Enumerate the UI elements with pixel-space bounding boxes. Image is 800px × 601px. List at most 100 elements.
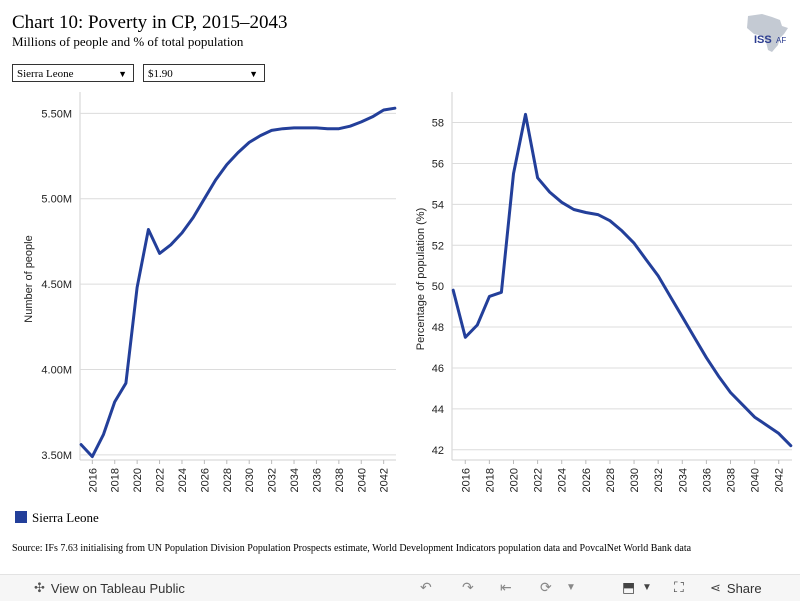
legend[interactable]: Sierra Leone <box>15 510 99 526</box>
chevron-down-icon[interactable]: ▼ <box>566 582 576 593</box>
data-point[interactable] <box>547 189 553 195</box>
chevron-down-icon[interactable]: ▼ <box>642 582 652 593</box>
x-tick-label: 2020 <box>132 468 144 492</box>
x-tick-label: 2018 <box>110 468 122 492</box>
data-point[interactable] <box>764 422 770 428</box>
data-point[interactable] <box>703 355 709 361</box>
data-point[interactable] <box>190 215 196 221</box>
data-point[interactable] <box>381 107 387 113</box>
data-point[interactable] <box>347 123 353 129</box>
x-tick-label: 2016 <box>460 468 472 492</box>
x-tick-label: 2024 <box>557 468 569 492</box>
data-point[interactable] <box>257 133 263 139</box>
data-point[interactable] <box>559 199 565 205</box>
data-point[interactable] <box>486 293 492 299</box>
download-icon[interactable]: ⬒ <box>622 579 636 595</box>
data-point[interactable] <box>246 139 252 145</box>
y-tick-label: 58 <box>432 118 444 130</box>
y-tick-label: 52 <box>432 240 444 252</box>
data-point[interactable] <box>89 454 95 460</box>
data-point[interactable] <box>450 287 456 293</box>
x-tick-label: 2040 <box>750 468 762 492</box>
data-point[interactable] <box>655 273 661 279</box>
data-point[interactable] <box>201 196 207 202</box>
data-point[interactable] <box>145 226 151 232</box>
threshold-select-value: $1.90 <box>148 68 173 80</box>
data-point[interactable] <box>583 210 589 216</box>
data-point[interactable] <box>715 373 721 379</box>
legend-label: Sierra Leone <box>32 510 99 525</box>
data-point[interactable] <box>157 250 163 256</box>
data-point[interactable] <box>631 240 637 246</box>
series-line-sierra-leone[interactable] <box>79 106 397 459</box>
data-point[interactable] <box>168 242 174 248</box>
iss-africa-logo[interactable]: ISS AF <box>742 12 790 54</box>
data-point[interactable] <box>336 126 342 132</box>
data-point[interactable] <box>728 390 734 396</box>
data-point[interactable] <box>235 150 241 156</box>
data-point[interactable] <box>776 430 782 436</box>
y-tick-label: 54 <box>432 199 444 211</box>
data-point[interactable] <box>280 126 286 132</box>
fullscreen-icon[interactable]: ⛶ <box>674 579 684 595</box>
logo-suffix: AF <box>776 36 786 45</box>
y-tick-label: 44 <box>432 404 444 416</box>
data-point[interactable] <box>179 230 185 236</box>
series-line-sierra-leone[interactable] <box>451 112 793 448</box>
share-button[interactable]: ⋖ Share <box>710 580 762 596</box>
x-tick-label: 2022 <box>155 468 167 492</box>
data-point[interactable] <box>679 314 685 320</box>
revert-icon[interactable]: ⇤ <box>500 579 512 595</box>
share-icon: ⋖ <box>710 580 721 595</box>
data-point[interactable] <box>325 126 331 132</box>
data-point[interactable] <box>752 414 758 420</box>
country-select[interactable]: Sierra Leone ▼ <box>12 64 134 82</box>
data-point[interactable] <box>535 175 541 181</box>
y-tick-label: 4.00M <box>41 365 72 377</box>
data-point[interactable] <box>691 334 697 340</box>
view-on-tableau-link[interactable]: ✣ View on Tableau Public <box>34 580 185 596</box>
data-point[interactable] <box>358 119 364 125</box>
data-point[interactable] <box>302 125 308 131</box>
data-point[interactable] <box>607 218 613 224</box>
data-point[interactable] <box>78 442 84 448</box>
threshold-select[interactable]: $1.90 ▼ <box>143 64 265 82</box>
y-axis-title: Percentage of population (%) <box>415 208 427 350</box>
y-tick-label: 46 <box>432 363 444 375</box>
data-point[interactable] <box>224 162 230 168</box>
x-tick-label: 2040 <box>356 468 368 492</box>
undo-icon[interactable]: ↶ <box>420 579 432 595</box>
data-point[interactable] <box>392 105 398 111</box>
data-point[interactable] <box>643 257 649 263</box>
data-point[interactable] <box>462 334 468 340</box>
x-tick-label: 2030 <box>244 468 256 492</box>
data-point[interactable] <box>313 125 319 131</box>
x-tick-label: 2042 <box>379 468 391 492</box>
data-point[interactable] <box>213 177 219 183</box>
x-tick-label: 2020 <box>508 468 520 492</box>
data-point[interactable] <box>112 399 118 405</box>
data-point[interactable] <box>740 402 746 408</box>
redo-icon[interactable]: ↷ <box>462 579 474 595</box>
data-point[interactable] <box>667 293 673 299</box>
x-tick-label: 2036 <box>701 468 713 492</box>
data-point[interactable] <box>123 380 129 386</box>
data-point[interactable] <box>291 125 297 131</box>
x-tick-label: 2032 <box>267 468 279 492</box>
x-tick-label: 2036 <box>311 468 323 492</box>
refresh-icon[interactable]: ⟳ <box>540 579 552 595</box>
data-point[interactable] <box>101 431 107 437</box>
data-point[interactable] <box>788 443 794 449</box>
data-point[interactable] <box>619 228 625 234</box>
x-tick-label: 2022 <box>533 468 545 492</box>
data-point[interactable] <box>134 285 140 291</box>
data-point[interactable] <box>595 212 601 218</box>
data-point[interactable] <box>269 127 275 133</box>
data-point[interactable] <box>571 206 577 212</box>
data-point[interactable] <box>369 114 375 120</box>
data-point[interactable] <box>523 111 529 117</box>
data-point[interactable] <box>474 322 480 328</box>
data-point[interactable] <box>498 289 504 295</box>
data-point[interactable] <box>510 171 516 177</box>
tableau-icon: ✣ <box>34 580 45 595</box>
